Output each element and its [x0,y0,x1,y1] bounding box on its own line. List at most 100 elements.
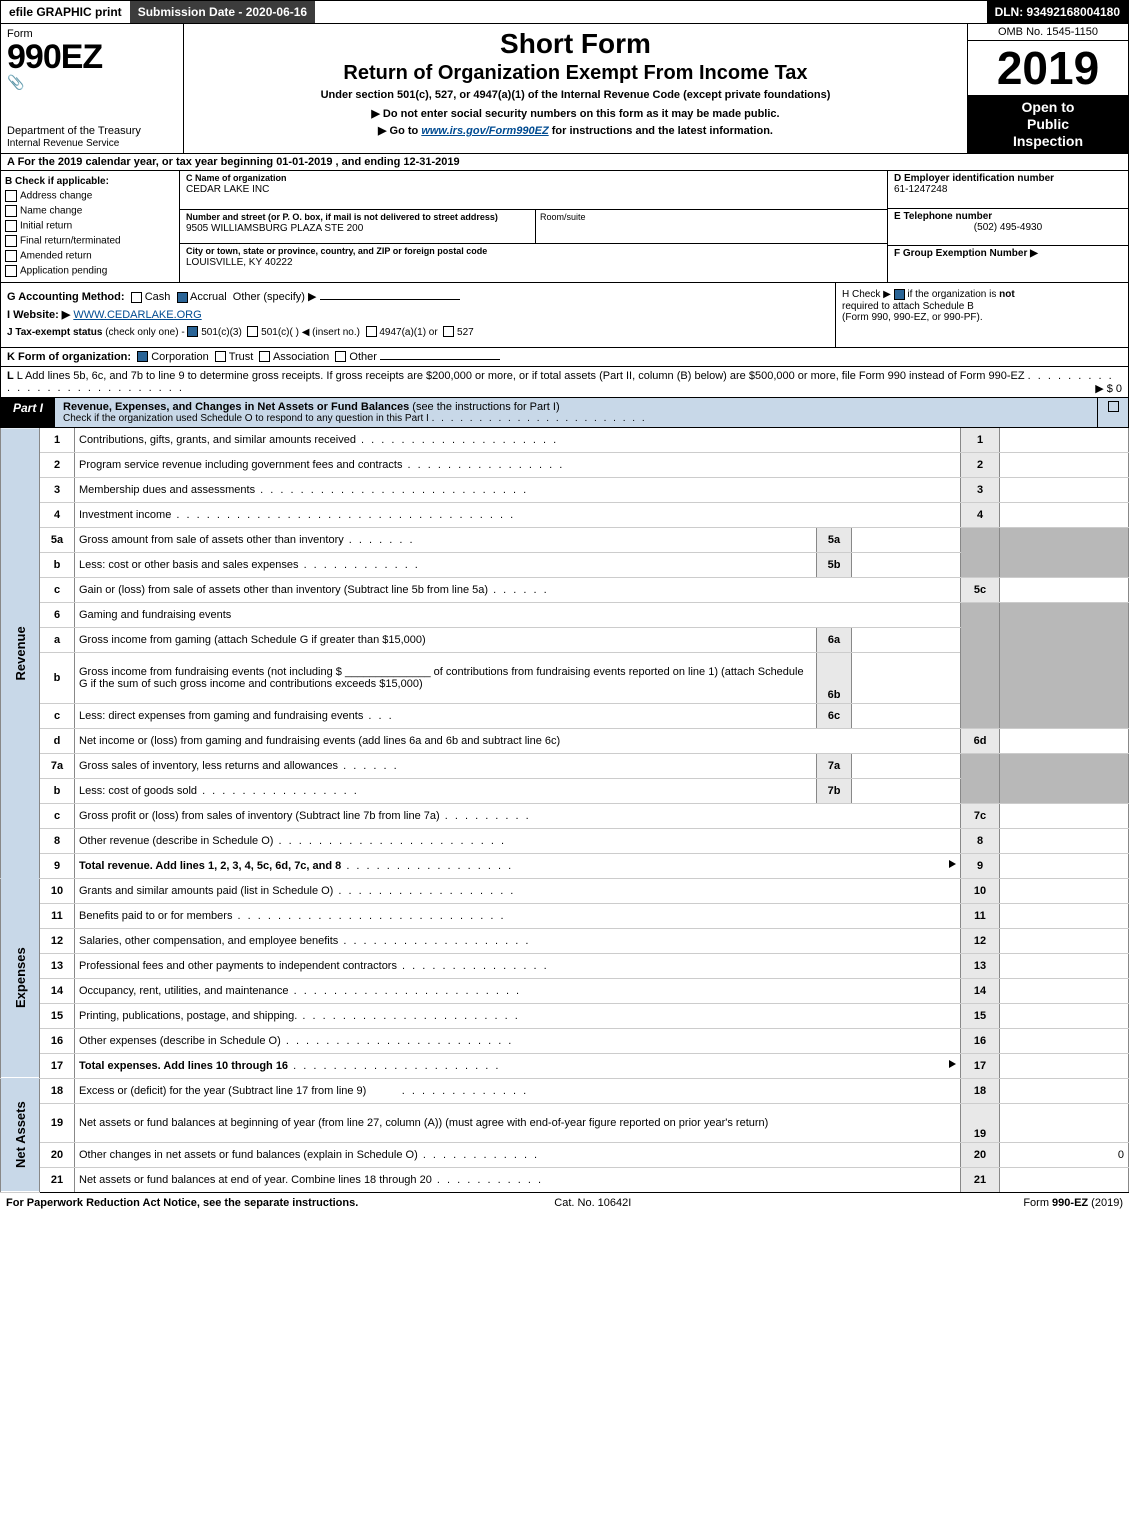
l19-val [1000,1103,1129,1142]
org-name-value: CEDAR LAKE INC [186,184,269,195]
cb-4947[interactable] [366,326,377,337]
l4-val [1000,502,1129,527]
l3-num: 3 [40,477,75,502]
line-5c: c Gain or (loss) from sale of assets oth… [1,577,1129,602]
l5b-inval [852,552,961,577]
l16-num: 16 [40,1028,75,1053]
l17-num: 17 [40,1053,75,1078]
l5ab-rshade2 [1000,527,1129,577]
l12-val [1000,928,1129,953]
cb-label-5: Application pending [20,266,107,277]
k-corp: Corporation [151,351,208,363]
l19-num: 19 [40,1103,75,1142]
cb-amended-return[interactable]: Amended return [5,250,175,262]
line-6a: a Gross income from gaming (attach Sched… [1,627,1129,652]
l15-desc: Printing, publications, postage, and shi… [75,1003,961,1028]
l6d-num: d [40,728,75,753]
cb-h[interactable] [894,289,905,300]
l6a-in: 6a [817,627,852,652]
cb-accrual[interactable] [177,292,188,303]
l1-rn: 1 [961,428,1000,453]
cb-trust[interactable] [215,351,226,362]
l9-desc: Total revenue. Add lines 1, 2, 3, 4, 5c,… [75,853,961,878]
cb-application-pending[interactable]: Application pending [5,265,175,277]
part1-checkbox[interactable] [1097,398,1128,427]
city-label: City or town, state or province, country… [186,246,487,256]
l-text: L Add lines 5b, 6c, and 7b to line 9 to … [17,370,1025,382]
open-line3: Inspection [1013,133,1083,149]
j-501c: 501(c)( ) ◀ (insert no.) [261,327,360,338]
l5ab-rshade [961,527,1000,577]
cb-initial-return[interactable]: Initial return [5,220,175,232]
l4-num: 4 [40,502,75,527]
efile-print-label[interactable]: efile GRAPHIC print [1,1,130,23]
header-right: OMB No. 1545-1150 2019 Open to Public In… [967,24,1128,153]
cb-501c[interactable] [247,326,258,337]
l6d-rn: 6d [961,728,1000,753]
l6d-desc: Net income or (loss) from gaming and fun… [75,728,961,753]
line-16: 16 Other expenses (describe in Schedule … [1,1028,1129,1053]
irs-link[interactable]: www.irs.gov/Form990EZ [421,125,548,137]
l2-desc: Program service revenue including govern… [75,452,961,477]
cb-label-3: Final return/terminated [20,236,121,247]
goto-line: ▶ Go to www.irs.gov/Form990EZ for instru… [190,124,961,137]
street-label: Number and street (or P. O. box, if mail… [186,212,498,222]
row-ghij: G Accounting Method: Cash Accrual Other … [0,283,1129,347]
cb-other[interactable] [335,351,346,362]
l18-desc: Excess or (deficit) for the year (Subtra… [75,1078,961,1103]
tel-label: E Telephone number [894,211,992,222]
l6-desc: Gaming and fundraising events [75,602,961,627]
l6b-inval [852,652,961,703]
line-6b: b Gross income from fundraising events (… [1,652,1129,703]
l11-num: 11 [40,903,75,928]
l6d-val [1000,728,1129,753]
row-k: K Form of organization: Corporation Trus… [0,348,1129,367]
l-value: ▶ $ 0 [1095,382,1122,395]
goto-post: for instructions and the latest informat… [549,125,773,137]
l12-desc: Salaries, other compensation, and employ… [75,928,961,953]
l13-desc: Professional fees and other payments to … [75,953,961,978]
cb-cash[interactable] [131,292,142,303]
header-left: Form 990EZ 📎 Department of the Treasury … [1,24,184,153]
l20-val: 0 [1000,1142,1129,1167]
cb-corp[interactable] [137,351,148,362]
l5a-inval [852,527,961,552]
row-a-tax-year: A For the 2019 calendar year, or tax yea… [0,154,1129,171]
k-assoc: Association [273,351,329,363]
line-20: 20 Other changes in net assets or fund b… [1,1142,1129,1167]
dept-treasury: Department of the Treasury Internal Reve… [7,125,141,149]
l15-num: 15 [40,1003,75,1028]
cb-address-change[interactable]: Address change [5,190,175,202]
top-bar: efile GRAPHIC print Submission Date - 20… [0,0,1129,24]
j-501c3: 501(c)(3) [201,327,242,338]
cb-assoc[interactable] [259,351,270,362]
cb-final-return[interactable]: Final return/terminated [5,235,175,247]
open-to-public: Open to Public Inspection [968,95,1128,153]
h-text1: H Check ▶ [842,290,891,301]
l15-rn: 15 [961,1003,1000,1028]
l16-rn: 16 [961,1028,1000,1053]
l6c-num: c [40,703,75,728]
cb-501c3[interactable] [187,326,198,337]
l12-num: 12 [40,928,75,953]
l17-desc: Total expenses. Add lines 10 through 16 … [75,1053,961,1078]
form-number: 990EZ [7,40,177,74]
h-text2: if the organization is [907,290,999,301]
year-value: 2019 [997,41,1099,95]
line-1: Revenue 1 Contributions, gifts, grants, … [1,428,1129,453]
l11-rn: 11 [961,903,1000,928]
g-other: Other (specify) ▶ [233,291,317,303]
side-revenue: Revenue [1,428,40,879]
line-6: 6 Gaming and fundraising events [1,602,1129,627]
line-18: Net Assets 18 Excess or (deficit) for th… [1,1078,1129,1103]
col-c: C Name of organization CEDAR LAKE INC Nu… [180,171,1128,282]
l20-rn: 20 [961,1142,1000,1167]
website-link[interactable]: WWW.CEDARLAKE.ORG [73,309,201,321]
l8-rn: 8 [961,828,1000,853]
city-block: City or town, state or province, country… [180,244,887,282]
cb-name-change[interactable]: Name change [5,205,175,217]
cb-527[interactable] [443,326,454,337]
l14-desc: Occupancy, rent, utilities, and maintena… [75,978,961,1003]
g-accrual: Accrual [190,291,227,303]
l6a-num: a [40,627,75,652]
